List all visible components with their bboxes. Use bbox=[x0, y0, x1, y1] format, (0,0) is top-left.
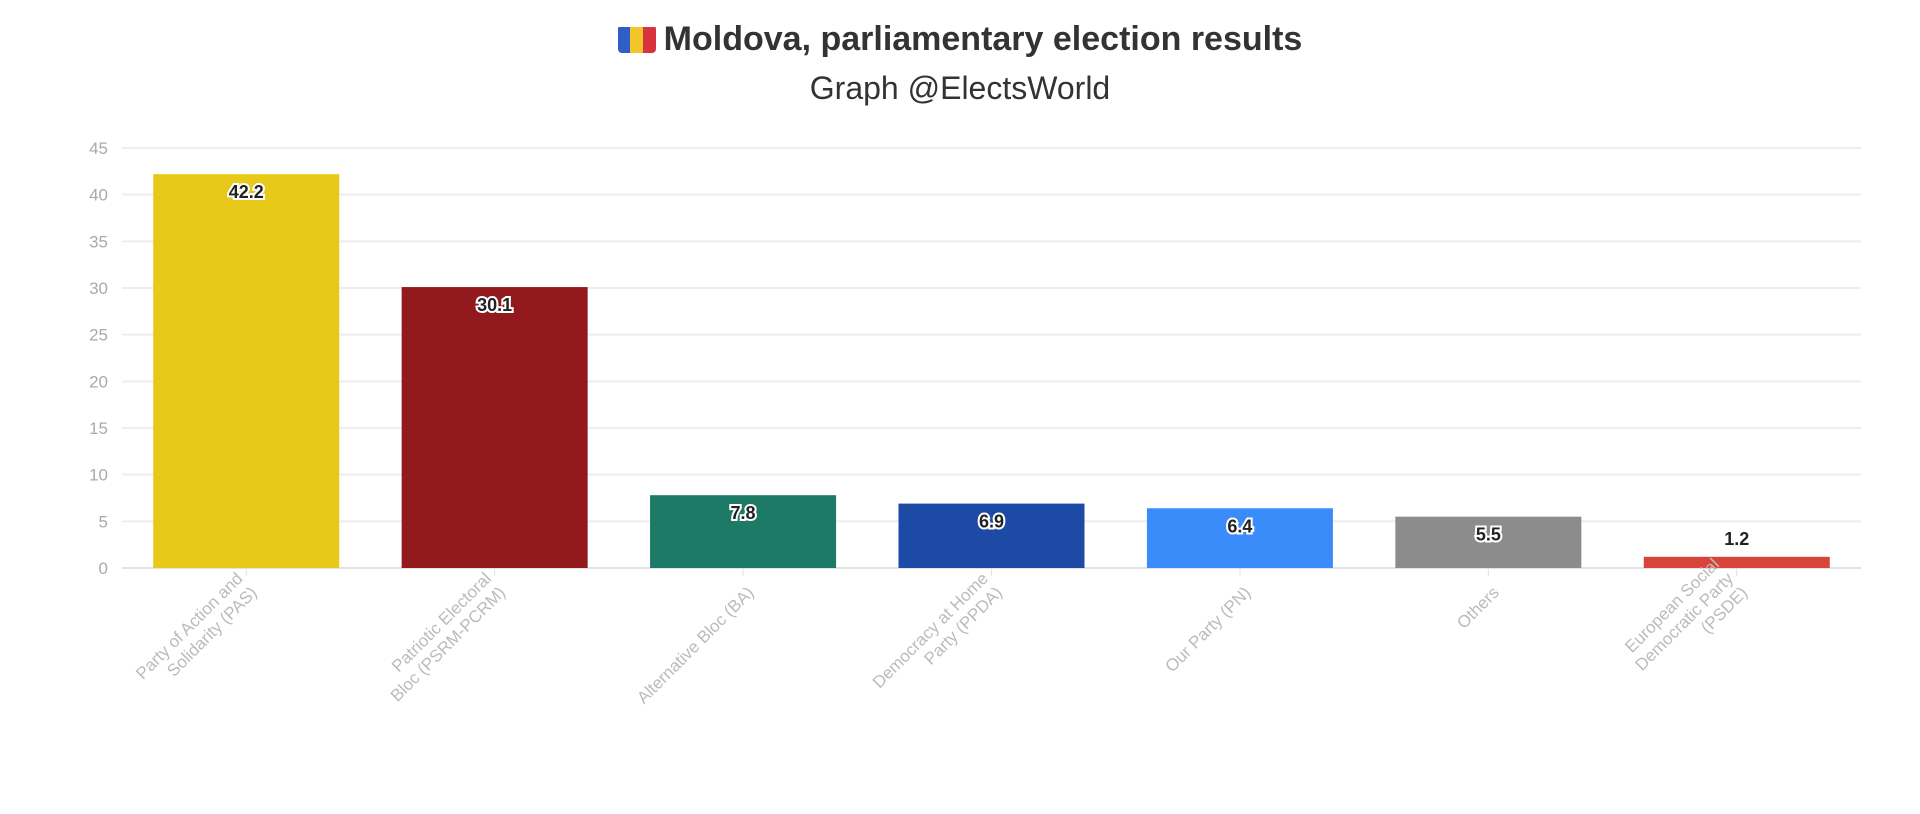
bar bbox=[1146, 508, 1333, 568]
x-category-label: Party of Action andSolidarity (PAS) bbox=[132, 569, 260, 697]
y-tick-label: 30 bbox=[89, 279, 108, 298]
bar bbox=[1395, 516, 1582, 568]
bar bbox=[401, 287, 588, 568]
data-label: 1.2 bbox=[1724, 529, 1749, 549]
moldova-flag-icon bbox=[617, 25, 656, 53]
y-tick-label: 10 bbox=[89, 466, 108, 485]
chart-title-text: Moldova, parliamentary election results bbox=[663, 20, 1303, 58]
y-tick-label: 45 bbox=[89, 139, 108, 158]
bar bbox=[153, 174, 340, 568]
y-tick-label: 15 bbox=[89, 419, 108, 438]
y-tick-label: 20 bbox=[89, 372, 108, 391]
y-tick-label: 0 bbox=[99, 559, 108, 578]
x-category-label: Alternative Bloc (BA) bbox=[633, 583, 757, 707]
x-category-label: Our Party (PN) bbox=[1161, 583, 1254, 676]
y-tick-label: 40 bbox=[89, 186, 108, 205]
bar bbox=[1643, 556, 1830, 568]
data-label: 7.8 bbox=[731, 503, 756, 523]
x-category-label: Democracy at HomeParty (PPDA) bbox=[869, 569, 1006, 706]
chart-title: Moldova, parliamentary election results bbox=[0, 20, 1920, 59]
y-tick-label: 35 bbox=[89, 232, 108, 251]
chart-subtitle: Graph @ElectsWorld bbox=[809, 70, 1111, 106]
x-category-label: European SocialDemocratic Party(PSDE) bbox=[1617, 554, 1751, 688]
data-label: 6.4 bbox=[1227, 516, 1252, 536]
bar bbox=[898, 503, 1085, 568]
data-label: 6.9 bbox=[979, 512, 1004, 532]
data-label: 30.1 bbox=[477, 295, 512, 315]
x-category-label: Patriotic ElectoralBloc (PSRM-PCRM) bbox=[373, 569, 509, 705]
bar bbox=[650, 495, 837, 568]
data-label: 5.5 bbox=[1476, 525, 1501, 545]
x-category-label: Others bbox=[1453, 583, 1503, 633]
y-tick-label: 25 bbox=[89, 326, 108, 345]
y-tick-label: 5 bbox=[99, 512, 108, 531]
data-label: 42.2 bbox=[229, 182, 264, 202]
